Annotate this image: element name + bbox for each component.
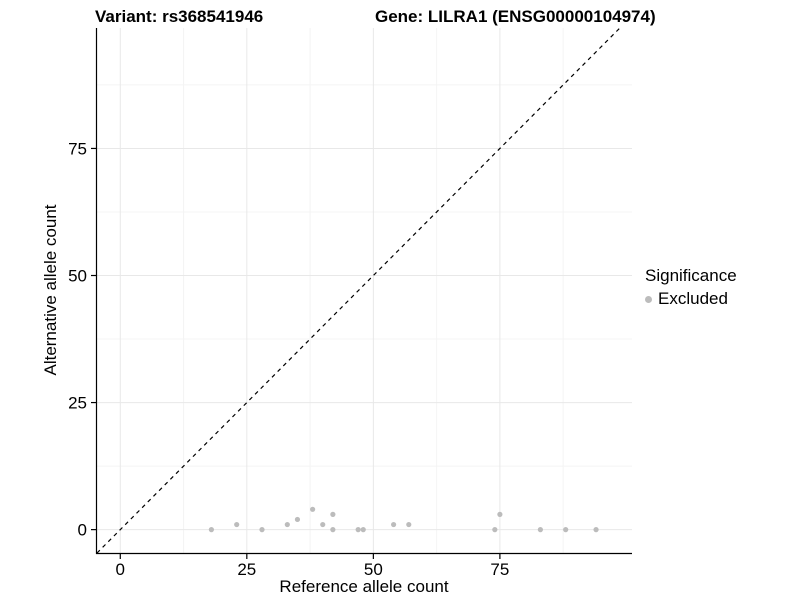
- x-tick-label: 25: [237, 560, 256, 579]
- legend: Significance Excluded: [640, 266, 737, 309]
- data-point: [391, 521, 397, 528]
- x-tick-label: 75: [490, 560, 509, 579]
- y-tick-label: 25: [68, 394, 87, 413]
- data-point: [360, 527, 366, 533]
- data-point: [330, 511, 336, 517]
- y-tick-label: 75: [68, 139, 87, 158]
- x-tick-label: 50: [364, 560, 383, 579]
- data-point: [294, 516, 301, 523]
- data-point: [537, 527, 543, 533]
- data-point: [563, 527, 569, 533]
- data-point: [234, 521, 240, 528]
- x-axis-label: Reference allele count: [279, 577, 449, 596]
- data-point: [593, 527, 599, 533]
- data-point: [320, 521, 326, 528]
- x-tick-label: 0: [116, 560, 125, 579]
- data-point: [284, 521, 290, 528]
- data-point: [492, 527, 498, 533]
- identity-line: [96, 27, 621, 554]
- variant-title: Variant: rs368541946: [95, 7, 264, 26]
- data-point: [355, 527, 361, 533]
- y-axis-label: Alternative allele count: [41, 204, 60, 376]
- legend-title: Significance: [645, 266, 737, 285]
- data-point: [330, 527, 336, 533]
- data-point: [310, 506, 316, 512]
- data-point: [406, 521, 412, 528]
- legend-item-excluded: Excluded: [640, 289, 737, 309]
- legend-point-icon: [645, 295, 652, 303]
- gene-title: Gene: LILRA1 (ENSG00000104974): [375, 7, 656, 26]
- data-point: [259, 527, 265, 533]
- data-point: [497, 511, 503, 517]
- y-tick-label: 0: [78, 521, 87, 540]
- y-tick-label: 50: [68, 267, 87, 286]
- data-point: [208, 527, 214, 533]
- legend-item-label: Excluded: [658, 289, 728, 308]
